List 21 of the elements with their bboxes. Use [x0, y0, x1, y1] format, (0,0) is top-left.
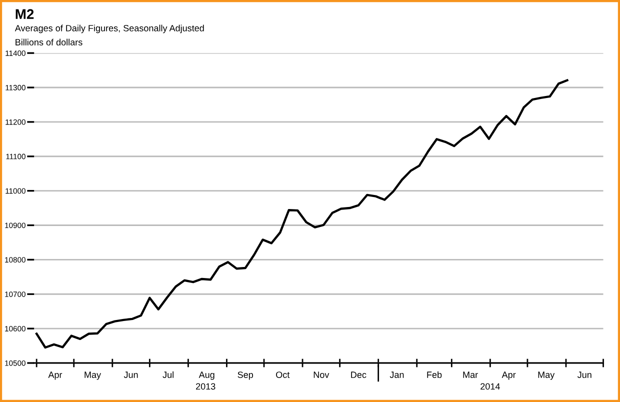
x-tick-label: Apr	[502, 372, 516, 380]
x-tick-label: Feb	[427, 371, 442, 378]
x-tick-label: Dec	[351, 372, 366, 378]
x-tick-label: Jun	[577, 372, 592, 378]
x-tick-label: Jun	[124, 372, 138, 378]
x2-tick-label: 2013	[196, 383, 216, 390]
x-tick-label: Mar	[463, 372, 478, 378]
chart-subtitle: Averages of Daily Figures, Seasonally Adjusted	[14, 24, 204, 34]
y-axis-title: Billions of dollars	[16, 38, 82, 46]
x-tick-label: Sep	[238, 372, 254, 380]
x-tick-label: Aug	[198, 372, 214, 380]
x-tick-label: Jul	[162, 371, 174, 378]
x-tick-label: Oct	[276, 372, 290, 378]
line-series	[35, 79, 568, 349]
x2-tick-label: 2014	[480, 383, 500, 390]
x-tick-label: May	[538, 372, 555, 380]
chart-title: M2	[16, 9, 34, 19]
x-tick-label: Apr	[48, 372, 62, 380]
x-tick-label: May	[84, 372, 102, 380]
x-tick-label: Nov	[314, 372, 330, 378]
x-tick-label: Jan	[390, 372, 404, 378]
